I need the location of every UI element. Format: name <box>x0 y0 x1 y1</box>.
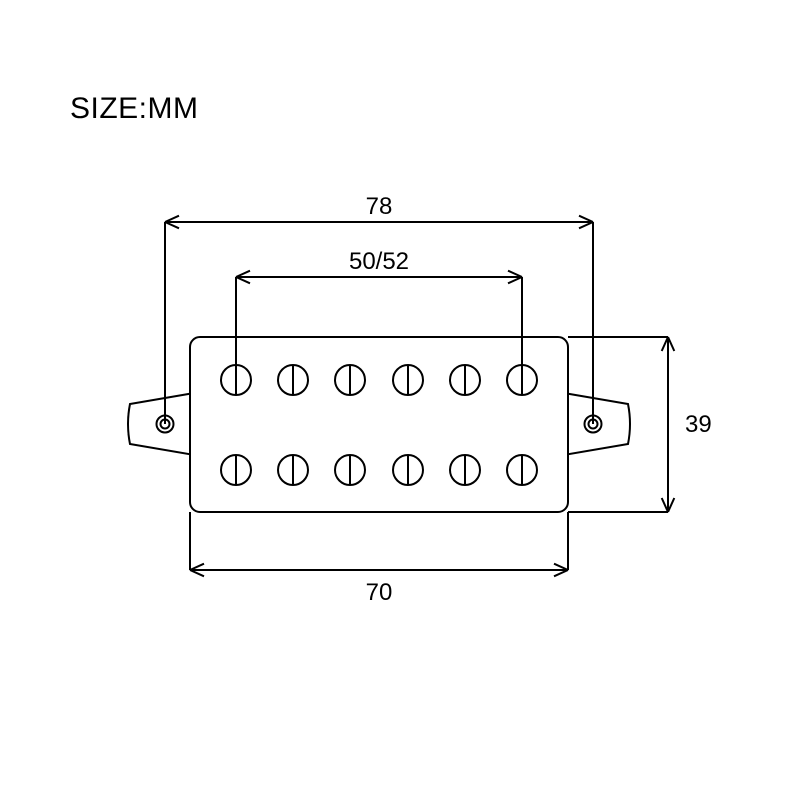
humbucker-pickup <box>128 337 630 512</box>
dim-body-width: 70 <box>366 579 393 606</box>
dim-width-outer: 78 <box>366 193 393 220</box>
pickup-body <box>190 337 568 512</box>
size-unit-label: SIZE:MM <box>70 92 199 125</box>
dim-pole-spacing: 50/52 <box>349 248 409 275</box>
dim-height: 39 <box>685 411 712 438</box>
